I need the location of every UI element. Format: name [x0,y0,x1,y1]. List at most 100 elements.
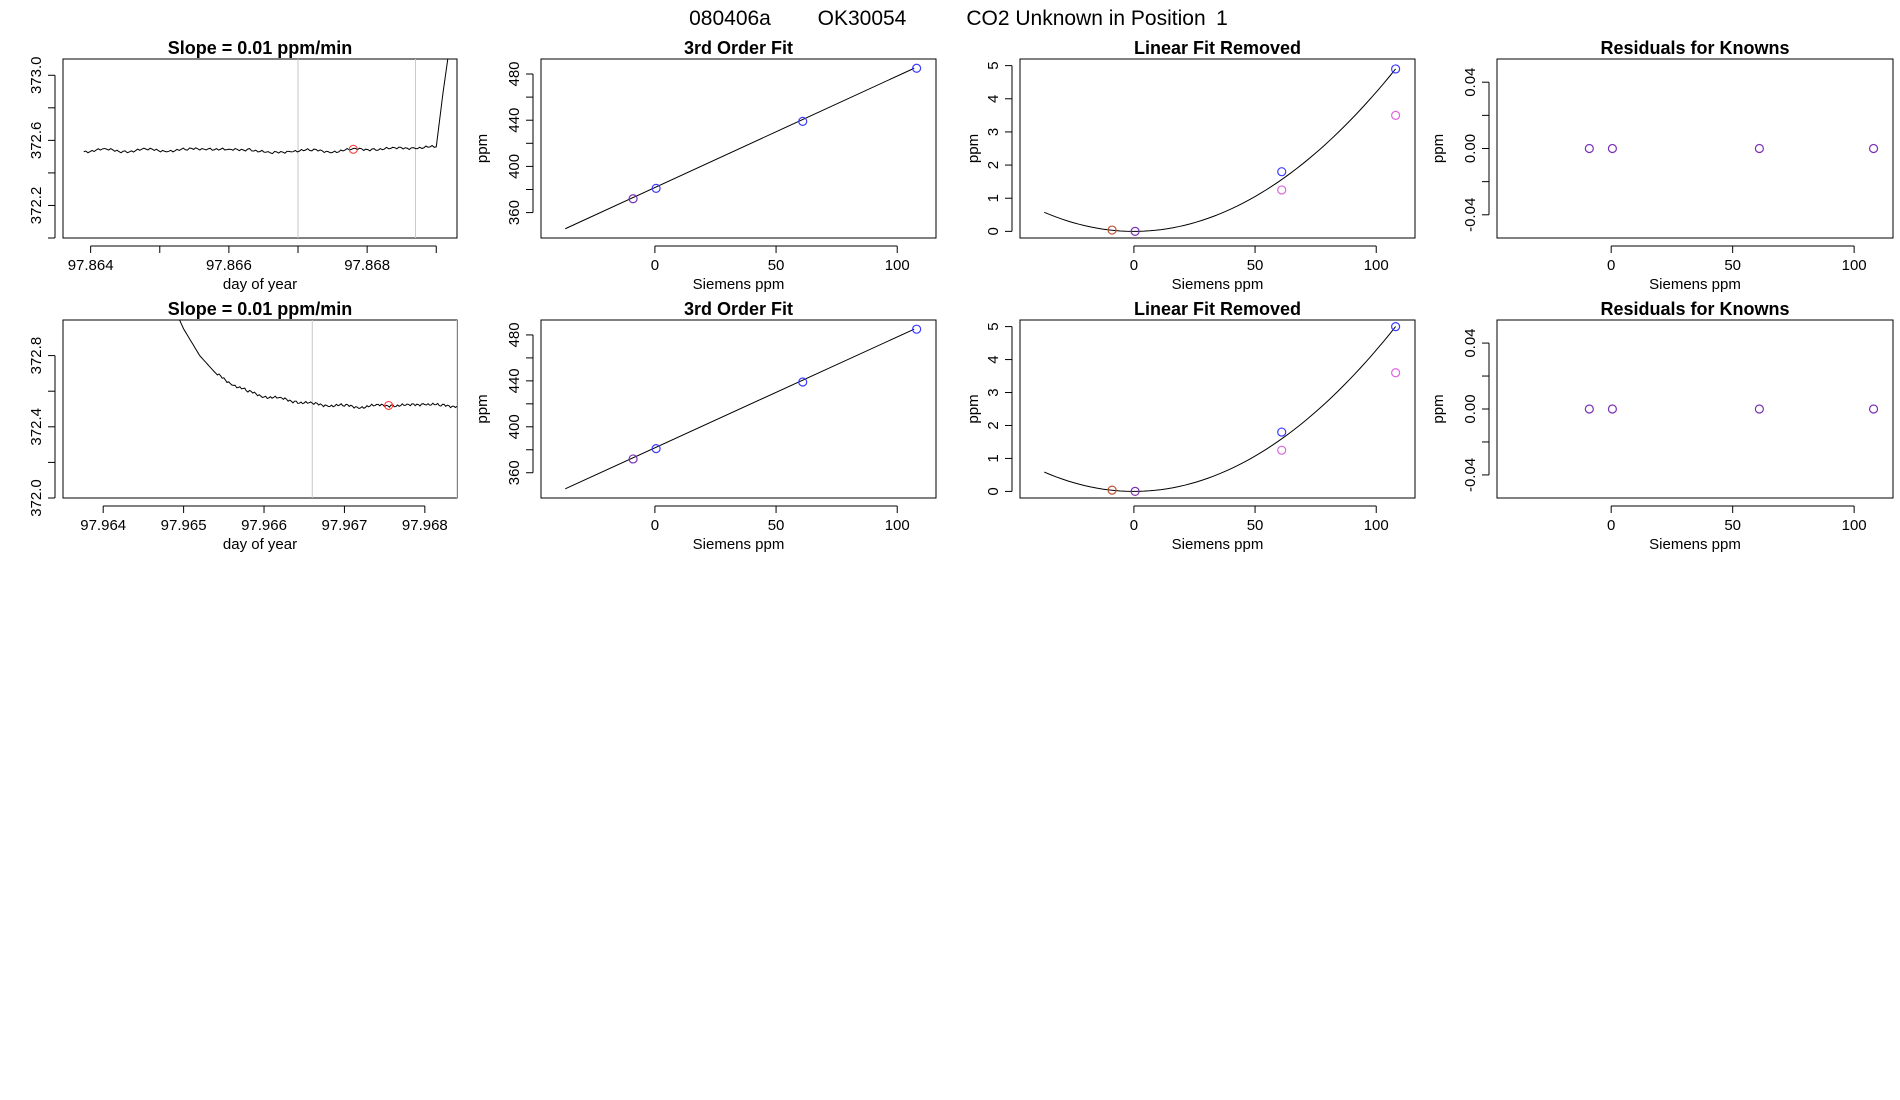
data-point [1607,143,1618,154]
x-tick-label: 0 [651,517,659,534]
y-tick-label: 372.6 [28,122,45,160]
y-tick-label: 2 [985,161,1002,169]
x-tick-label: 97.866 [206,257,252,274]
data-point [1391,368,1401,378]
title-tank-id: OK30054 [818,7,907,30]
panel-p3: Linear Fit Removed 0 50 100 Siemens ppm 0 1 2 3 4… [965,38,1416,293]
x-tick-label: 100 [885,517,910,534]
y-tick-label: 360 [506,460,523,485]
x-tick-label: 97.964 [80,517,126,534]
data-point [1277,167,1287,177]
x-tick-label: 100 [1364,517,1389,534]
y-tick-label: 372.2 [28,187,45,225]
x-axis-label: Siemens ppm [1649,536,1741,553]
y-tick-label: 0.00 [1462,134,1479,163]
y-axis-label: ppm [965,134,982,163]
data-point [1584,404,1594,414]
data-point [1391,321,1401,332]
y-tick-label: 372.0 [28,479,45,517]
y-tick-label: -0.04 [1462,198,1479,232]
x-tick-label: 97.868 [344,257,390,274]
chart-title: 3rd Order Fit [684,38,793,58]
title-position: 1 [1216,7,1228,30]
y-tick-label: 400 [506,414,523,439]
x-axis: 0 50 100 [1130,505,1389,534]
y-tick-label: 480 [506,322,523,347]
x-axis: 0 50 100 [1607,245,1867,274]
plot-frame [540,58,937,239]
sample-marker [384,400,394,410]
sample-marker [348,144,358,154]
chart-title: Linear Fit Removed [1134,299,1301,319]
chart-title: Slope = 0.01 ppm/min [168,38,353,58]
title-run-id: 080406a [689,7,771,30]
x-tick-label: 97.966 [241,517,287,534]
x-tick-label: 50 [1247,257,1264,274]
x-axis-label: day of year [223,536,297,553]
plot-area [1584,143,1879,154]
y-axis-label: ppm [474,394,491,423]
data-point [1130,486,1140,497]
plot-area [83,59,449,238]
x-tick-label: 97.864 [68,257,114,274]
title-description: CO2 Unknown in Position [966,7,1205,30]
data-point [1868,404,1879,414]
data-point [1277,185,1287,195]
x-tick-label: 0 [1607,517,1615,534]
x-tick-label: 100 [1364,257,1389,274]
panel-p4: Residuals for Knowns 0 50 100 Siemens ppm -0.… [1430,38,1894,293]
x-axis-label: Siemens ppm [1172,276,1264,293]
y-axis-label: ppm [1430,134,1447,163]
plot-frame [62,319,458,499]
data-point [1130,226,1140,236]
y-tick-label: 3 [985,128,1002,136]
y-axis-label: ppm [1430,394,1447,423]
plot-area [179,320,457,498]
x-axis: 97.964 97.965 97.966 97.967 97.968 [80,505,448,534]
plot-frame [1019,58,1416,239]
data-point [1277,445,1287,455]
y-tick-label: -0.04 [1462,458,1479,492]
y-tick-label: 4 [985,355,1002,363]
data-point [1391,110,1401,120]
y-axis: 372.0 372.4 372.8 [28,337,56,517]
fit-curve [1044,326,1397,492]
y-axis: -0.04 0.00 0.04 [1462,68,1490,232]
x-axis-label: Siemens ppm [1172,536,1264,553]
trace-line [179,320,457,410]
x-axis: 0 50 100 [1607,505,1867,534]
x-tick-label: 97.968 [402,517,448,534]
plot-area [565,63,922,230]
data-point [912,324,922,334]
x-tick-label: 0 [651,257,659,274]
fit-line [565,67,915,230]
y-tick-label: 1 [985,454,1002,462]
y-tick-label: 2 [985,421,1002,429]
data-point [628,454,638,464]
y-tick-label: 360 [506,200,523,225]
chart-title: Slope = 0.01 ppm/min [168,299,353,319]
y-tick-label: 3 [985,388,1002,396]
plot-frame [62,58,458,239]
figure-title: 080406a OK30054 CO2 Unknown in Position … [689,7,1228,30]
data-point [1107,485,1117,495]
plot-area [1584,404,1879,414]
panel-p8: Residuals for Knowns 0 50 100 Siemens ppm -0.… [1430,299,1894,553]
y-tick-label: 4 [985,95,1002,103]
x-tick-label: 50 [1724,257,1741,274]
data-point [651,444,661,454]
data-point [1754,404,1764,414]
plot-area [1044,64,1401,236]
data-point [798,377,808,387]
data-point [628,194,638,204]
y-tick-label: 0 [985,227,1002,235]
panels: Slope = 0.01 ppm/min 97.864 97.866 97.868 da… [28,38,1894,553]
x-tick-label: 0 [1607,257,1615,274]
data-point [1107,225,1117,235]
y-tick-label: 372.8 [28,337,45,375]
data-point [1868,143,1879,154]
y-tick-label: 480 [506,61,523,86]
y-tick-label: 1 [985,194,1002,202]
plot-area [565,324,922,490]
